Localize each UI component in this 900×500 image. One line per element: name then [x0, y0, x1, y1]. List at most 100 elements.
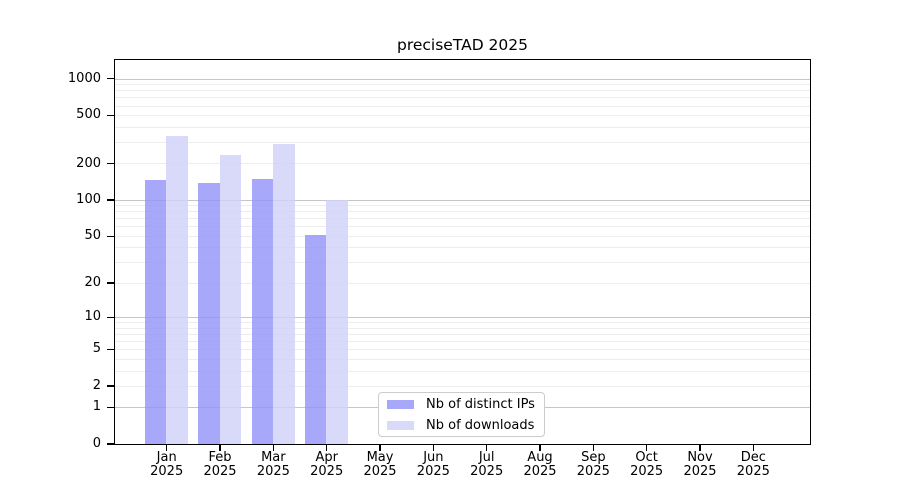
minor-gridline: [114, 235, 810, 237]
minor-gridline: [114, 262, 810, 264]
minor-gridline: [114, 349, 810, 351]
x-tick-label: Sep 2025: [566, 451, 620, 479]
y-tick-label: 50: [84, 228, 101, 244]
minor-gridline: [114, 115, 810, 117]
minor-gridline: [114, 385, 810, 387]
minor-gridline: [114, 142, 810, 144]
y-tick-label: 200: [76, 155, 101, 171]
x-tick-label: Jul 2025: [460, 451, 514, 479]
x-tick-month: Dec: [740, 450, 766, 465]
y-tick-label: 10: [84, 309, 101, 325]
x-tick-year: 2025: [683, 464, 717, 479]
minor-gridline: [114, 84, 810, 86]
y-tick: [107, 406, 115, 408]
x-tick-label: May 2025: [353, 451, 407, 479]
y-tick-label: 100: [76, 192, 101, 208]
bar-distinct-ips-mar: [251, 178, 274, 444]
x-tick: [539, 444, 541, 451]
legend-swatch-distinct-ips: [387, 399, 414, 409]
x-tick-year: 2025: [576, 464, 610, 479]
x-tick-label: Jan 2025: [140, 451, 194, 479]
minor-gridline: [114, 370, 810, 372]
x-tick-year: 2025: [203, 464, 237, 479]
legend-entry-distinct-ips: Nb of distinct IPs: [379, 395, 544, 413]
minor-gridline: [114, 105, 810, 107]
y-tick: [107, 199, 115, 201]
y-tick-label: 20: [84, 275, 101, 291]
x-tick-year: 2025: [630, 464, 664, 479]
x-tick-month: Mar: [261, 450, 286, 465]
minor-gridline: [114, 163, 810, 165]
x-tick-month: Aug: [527, 450, 553, 465]
y-tick: [107, 348, 115, 350]
minor-gridline: [114, 358, 810, 360]
x-tick-label: Mar 2025: [246, 451, 300, 479]
x-tick: [166, 444, 168, 451]
major-gridline: [114, 317, 810, 319]
minor-gridline: [114, 340, 810, 342]
x-tick: [272, 444, 274, 451]
x-tick-month: Jun: [423, 450, 444, 465]
bar-downloads-jan: [166, 135, 188, 444]
minor-gridline: [114, 97, 810, 99]
minor-gridline: [114, 218, 810, 220]
legend-swatch-downloads: [387, 420, 414, 430]
x-tick: [592, 444, 594, 451]
bars-layer: [115, 60, 810, 444]
x-tick-label: Apr 2025: [300, 451, 354, 479]
x-tick-year: 2025: [416, 464, 450, 479]
y-tick-label: 5: [92, 341, 101, 357]
y-tick: [107, 385, 115, 387]
x-tick-month: Jul: [478, 450, 495, 465]
legend: Nb of distinct IPs Nb of downloads: [378, 392, 545, 437]
x-tick-month: Jan: [156, 450, 177, 465]
legend-entry-downloads: Nb of downloads: [379, 416, 544, 434]
y-tick: [107, 443, 115, 445]
plot-area: [113, 58, 811, 445]
bar-downloads-apr: [326, 199, 348, 444]
bar-distinct-ips-jan: [145, 180, 167, 444]
y-tick: [107, 114, 115, 117]
y-tick: [107, 78, 115, 80]
x-tick-year: 2025: [736, 464, 770, 479]
y-tick-label: 500: [76, 107, 101, 123]
bar-distinct-ips-apr: [305, 234, 327, 444]
y-tick: [107, 235, 115, 237]
minor-gridline: [114, 90, 810, 92]
x-tick: [219, 444, 221, 451]
x-tick: [432, 444, 434, 451]
x-tick-month: Feb: [208, 450, 232, 465]
x-tick-label: Dec 2025: [726, 451, 780, 479]
grid-layer: [114, 60, 810, 444]
y-tick: [107, 316, 115, 318]
x-tick-label: Jun 2025: [406, 451, 460, 479]
y-tick-label: 0: [92, 436, 101, 451]
x-tick-month: Sep: [581, 450, 606, 465]
minor-gridline: [114, 247, 810, 249]
y-tick-label: 1: [92, 399, 101, 415]
x-tick-month: Apr: [315, 450, 338, 465]
x-tick-month: Oct: [635, 450, 658, 465]
minor-gridline: [114, 327, 810, 329]
major-gridline: [114, 199, 810, 201]
bar-downloads-feb: [219, 154, 242, 444]
x-tick: [752, 444, 754, 451]
minor-gridline: [114, 126, 810, 128]
major-gridline: [114, 78, 810, 80]
legend-label-distinct-ips: Nb of distinct IPs: [426, 396, 535, 412]
minor-gridline: [114, 226, 810, 228]
minor-gridline: [114, 282, 810, 284]
x-tick-year: 2025: [363, 464, 397, 479]
x-tick: [646, 444, 648, 451]
minor-gridline: [114, 211, 810, 213]
x-tick: [486, 444, 488, 451]
x-tick-month: Nov: [687, 450, 713, 465]
x-tick-label: Oct 2025: [620, 451, 674, 479]
chart-title: preciseTAD 2025: [396, 36, 529, 54]
x-tick-label: Feb 2025: [193, 451, 247, 479]
x-tick: [699, 444, 701, 451]
y-tick: [107, 163, 115, 165]
x-tick-year: 2025: [150, 464, 184, 479]
x-tick-year: 2025: [470, 464, 504, 479]
